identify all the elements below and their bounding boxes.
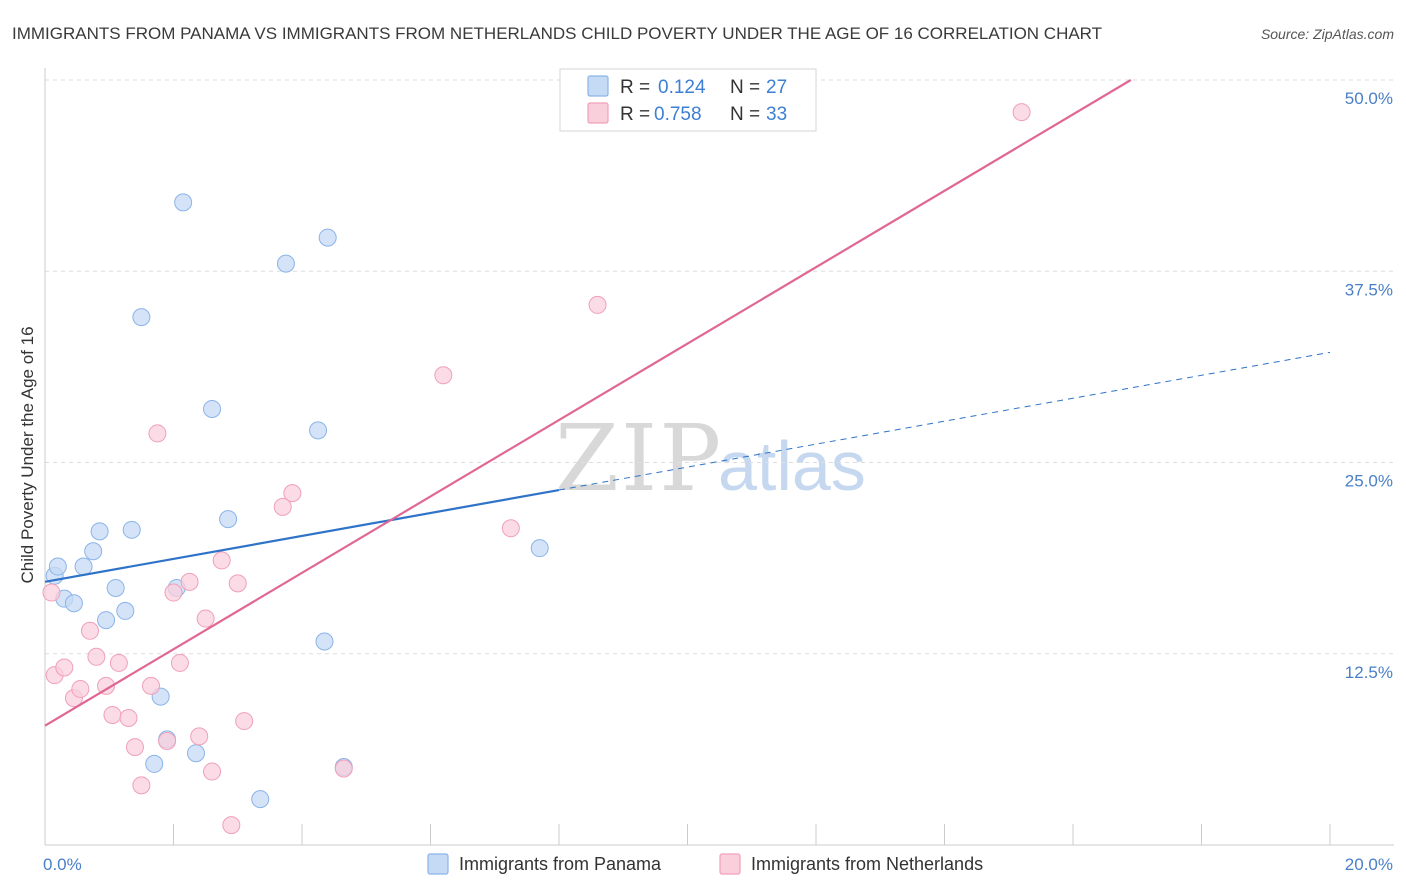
netherlands-point-7 [97,676,116,695]
netherlands-point-2 [55,658,74,677]
netherlands-point-14 [148,424,167,443]
netherlands-point-13 [142,676,161,695]
netherlands-point-27 [283,484,302,503]
netherlands-point-29 [434,366,453,385]
panama-point-12 [145,754,164,773]
grid [45,79,1394,655]
panama-point-5 [84,542,103,561]
watermark-zip: ZIP [555,405,723,512]
stats-legend-n-label-panama: N = [730,77,760,98]
netherlands-point-28 [334,759,353,778]
netherlands-point-5 [80,621,99,640]
panama-trend-line [44,488,560,583]
stats-legend-r-label-netherlands: R = [620,104,650,125]
bottom-legend: Immigrants from Panama Immigrants from N… [427,853,983,875]
y-tick-labels: 12.5% 25.0% 37.5% 50.0% [1345,89,1393,682]
stats-legend-n-value-panama: 27 [766,77,787,98]
netherlands-point-11 [125,738,144,757]
netherlands-point-20 [196,609,215,628]
data-points [42,103,1031,835]
netherlands-point-19 [190,727,209,746]
panama-point-18 [203,399,222,418]
axes [44,68,1394,846]
netherlands-point-26 [273,497,292,516]
chart-source: Source: ZipAtlas.com [1261,26,1394,42]
legend-swatch-panama [427,853,449,875]
panama-point-8 [106,578,125,597]
legend-swatch-netherlands [719,853,741,875]
netherlands-point-23 [222,816,241,835]
stats-legend: R = 0.124 N = 27 R = 0.758 N = 33 [559,68,817,132]
netherlands-point-10 [119,709,138,728]
netherlands-point-21 [203,762,222,781]
panama-point-22 [309,421,328,440]
panama-point-16 [174,193,193,212]
stats-legend-r-label-panama: R = [620,77,650,98]
y-tick-label-0: 12.5% [1345,663,1393,682]
legend-label-panama: Immigrants from Panama [459,854,662,874]
stats-legend-swatch-panama [587,75,609,97]
stats-legend-r-value-netherlands: 0.758 [654,104,702,125]
netherlands-point-18 [180,572,199,591]
stats-legend-n-label-netherlands: N = [730,104,760,125]
panama-point-6 [90,522,109,541]
netherlands-point-25 [235,712,254,731]
x-tick-labels: 0.0% 20.0% [43,855,1393,874]
panama-point-11 [132,308,151,327]
trend-lines [44,79,1331,727]
panama-point-4 [74,557,93,576]
y-tick-label-2: 37.5% [1345,280,1393,299]
netherlands-point-4 [71,679,90,698]
netherlands-point-15 [158,731,177,750]
netherlands-point-0 [42,583,61,602]
panama-point-17 [186,744,205,763]
netherlands-trend-line [44,79,1132,727]
panama-point-26 [530,539,549,558]
netherlands-point-8 [103,705,122,724]
panama-trend-extension [558,351,1331,491]
panama-point-23 [315,632,334,651]
y-axis-label: Child Poverty Under the Age of 16 [18,326,37,583]
netherlands-point-32 [1012,103,1031,122]
x-tick-label-0: 0.0% [43,855,82,874]
stats-legend-r-value-panama: 0.124 [658,77,706,98]
netherlands-point-16 [164,583,183,602]
panama-point-24 [318,228,337,247]
panama-point-21 [276,254,295,273]
y-tick-label-3: 50.0% [1345,89,1393,108]
netherlands-point-12 [132,776,151,795]
netherlands-point-6 [87,647,106,666]
y-tick-label-1: 25.0% [1345,472,1393,491]
panama-point-1 [48,557,67,576]
panama-point-7 [97,611,116,630]
panama-point-9 [116,601,135,620]
stats-legend-swatch-netherlands [587,102,609,124]
legend-label-netherlands: Immigrants from Netherlands [751,854,983,874]
netherlands-point-30 [501,519,520,538]
panama-point-20 [251,790,270,809]
panama-point-3 [64,594,83,613]
chart-title: IMMIGRANTS FROM PANAMA VS IMMIGRANTS FRO… [12,24,1102,43]
panama-point-10 [122,520,141,539]
netherlands-point-31 [588,295,607,314]
x-tick-label-1: 20.0% [1345,855,1393,874]
netherlands-point-9 [109,653,128,672]
netherlands-point-17 [170,653,189,672]
netherlands-point-24 [228,574,247,593]
stats-legend-n-value-netherlands: 33 [766,104,787,125]
netherlands-point-22 [212,551,231,570]
panama-point-19 [219,510,238,529]
